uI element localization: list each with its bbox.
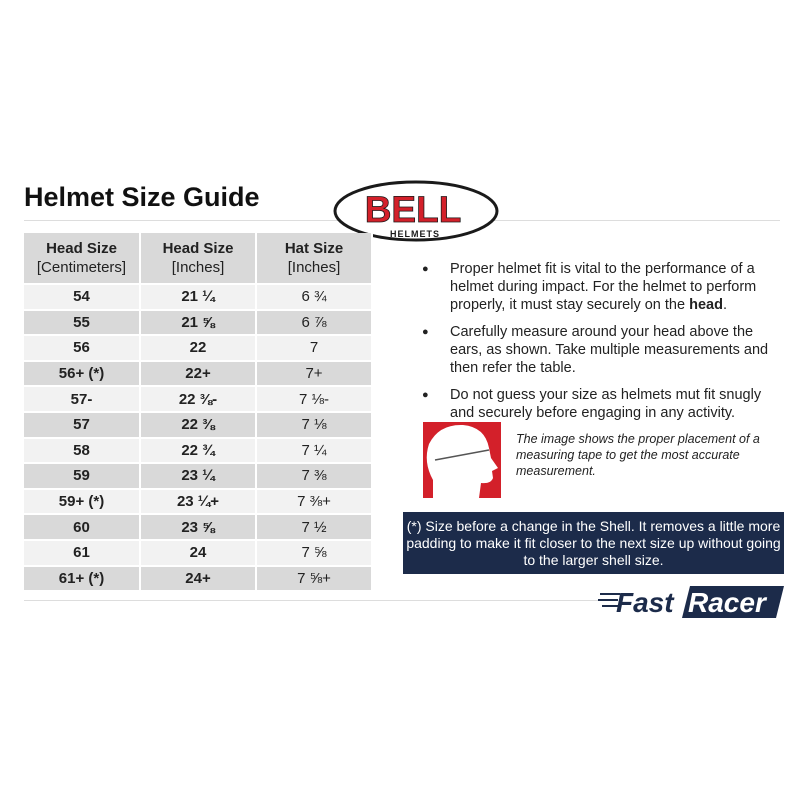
cm-cell: 60 bbox=[24, 514, 141, 541]
inches-cell: 23 ⅝ bbox=[140, 514, 257, 541]
cm-cell: 58 bbox=[24, 437, 141, 465]
hat-size-cell: 6 ⅞ bbox=[256, 309, 373, 337]
fit-instructions: Proper helmet fit is vital to the perfor… bbox=[420, 260, 770, 431]
hat-size-cell: 7 bbox=[256, 335, 373, 362]
cm-cell: 59+ (*) bbox=[24, 488, 141, 516]
page-title: Helmet Size Guide bbox=[24, 182, 260, 212]
fastracer-logo: Fast Racer bbox=[598, 584, 784, 620]
svg-text:HELMETS: HELMETS bbox=[390, 229, 440, 239]
cm-cell: 56+ (*) bbox=[24, 360, 141, 388]
hat-size-cell: 7 ¼ bbox=[256, 437, 373, 465]
bell-helmets-logo: BELL HELMETS bbox=[333, 180, 499, 242]
bullet-item: Do not guess your size as helmets mut fi… bbox=[420, 386, 770, 422]
cm-cell: 57- bbox=[24, 386, 141, 413]
table-row: 59+ (*) 23 ¼+ 7 ⅜+ bbox=[24, 488, 373, 516]
hat-size-cell: 7 ⅝ bbox=[256, 539, 373, 567]
column-header: Head Size [Inches] bbox=[140, 233, 257, 285]
svg-text:BELL: BELL bbox=[365, 189, 462, 230]
cm-cell: 56 bbox=[24, 335, 141, 362]
table-row: 56+ (*) 22+ 7+ bbox=[24, 360, 373, 388]
inches-cell: 22 ¾ bbox=[140, 437, 257, 465]
table-row: 61 24 7 ⅝ bbox=[24, 539, 373, 567]
table-row: 56 22 7 bbox=[24, 335, 373, 362]
shell-size-note: (*) Size before a change in the Shell. I… bbox=[403, 512, 784, 574]
head-measurement-image bbox=[423, 422, 501, 498]
svg-text:Racer: Racer bbox=[688, 587, 768, 618]
inches-cell: 22 bbox=[140, 335, 257, 362]
bullet-item: Carefully measure around your head above… bbox=[420, 323, 770, 377]
column-header: Head Size [Centimeters] bbox=[24, 233, 141, 285]
hat-size-cell: 7 ⅛ bbox=[256, 411, 373, 439]
table-row: 57- 22 ⅜- 7 ⅛- bbox=[24, 386, 373, 413]
image-caption: The image shows the proper placement of … bbox=[516, 432, 760, 478]
inches-cell: 23 ¼ bbox=[140, 463, 257, 490]
cm-cell: 54 bbox=[24, 284, 141, 311]
hat-size-cell: 6 ¾ bbox=[256, 284, 373, 311]
bullet-item: Proper helmet fit is vital to the perfor… bbox=[420, 260, 770, 314]
divider bbox=[24, 600, 599, 601]
cm-cell: 61+ (*) bbox=[24, 565, 141, 593]
inches-cell: 22+ bbox=[140, 360, 257, 388]
inches-cell: 21 ⅝ bbox=[140, 309, 257, 337]
inches-cell: 24+ bbox=[140, 565, 257, 593]
inches-cell: 22 ⅜ bbox=[140, 411, 257, 439]
cm-cell: 61 bbox=[24, 539, 141, 567]
inches-cell: 22 ⅜- bbox=[140, 386, 257, 413]
inches-cell: 21 ¼ bbox=[140, 284, 257, 311]
hat-size-cell: 7 ⅜+ bbox=[256, 488, 373, 516]
hat-size-cell: 7 ⅝+ bbox=[256, 565, 373, 593]
hat-size-cell: 7 ½ bbox=[256, 514, 373, 541]
cm-cell: 57 bbox=[24, 411, 141, 439]
size-table: Head Size [Centimeters] Head Size [Inches] H… bbox=[24, 233, 373, 593]
cm-cell: 59 bbox=[24, 463, 141, 490]
hat-size-cell: 7 ⅛- bbox=[256, 386, 373, 413]
cm-cell: 55 bbox=[24, 309, 141, 337]
hat-size-cell: 7 ⅜ bbox=[256, 463, 373, 490]
column-header: Hat Size [Inches] bbox=[256, 233, 373, 285]
inches-cell: 23 ¼+ bbox=[140, 488, 257, 516]
inches-cell: 24 bbox=[140, 539, 257, 567]
hat-size-cell: 7+ bbox=[256, 360, 373, 388]
table-row: 61+ (*) 24+ 7 ⅝+ bbox=[24, 565, 373, 593]
svg-text:Fast: Fast bbox=[616, 587, 675, 618]
